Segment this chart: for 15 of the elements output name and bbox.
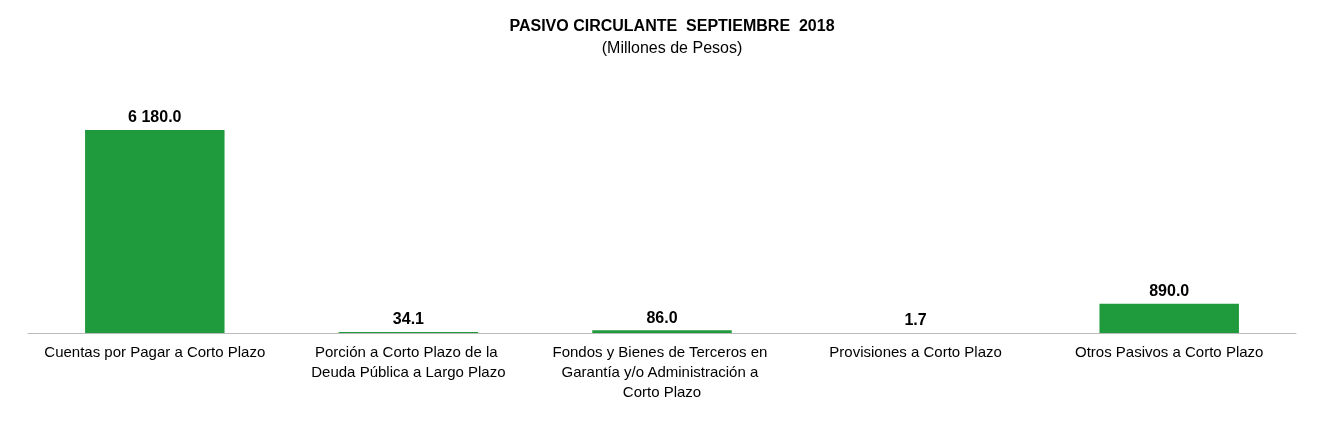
data-label: 86.0 (646, 308, 678, 326)
bar (592, 330, 732, 333)
chart-title: PASIVO CIRCULANTE SEPTIEMBRE 2018 (509, 16, 835, 34)
x-tick-label: Otros Pasivos a Corto Plazo (1074, 342, 1264, 360)
x-tick-label: Provisiones a Corto Plazo (829, 342, 1002, 360)
x-tick-label: Fondos y Bienes de Terceros en Garantía y/o Administración a Corto Plazo (552, 342, 772, 400)
chart-subtitle: (Millones de Pesos) (601, 38, 743, 56)
bar (1099, 303, 1239, 333)
data-label: 1.7 (904, 311, 927, 329)
data-label: 890.0 (1149, 282, 1190, 300)
data-label: 6 180.0 (128, 108, 182, 126)
x-tick-label: Porción a Corto Plazo de la Deuda Pública a Largo Plazo (311, 342, 506, 380)
bar (85, 129, 225, 333)
x-tick-label: Cuentas por Pagar a Corto Plazo (44, 342, 266, 360)
data-label: 34.1 (392, 310, 425, 328)
